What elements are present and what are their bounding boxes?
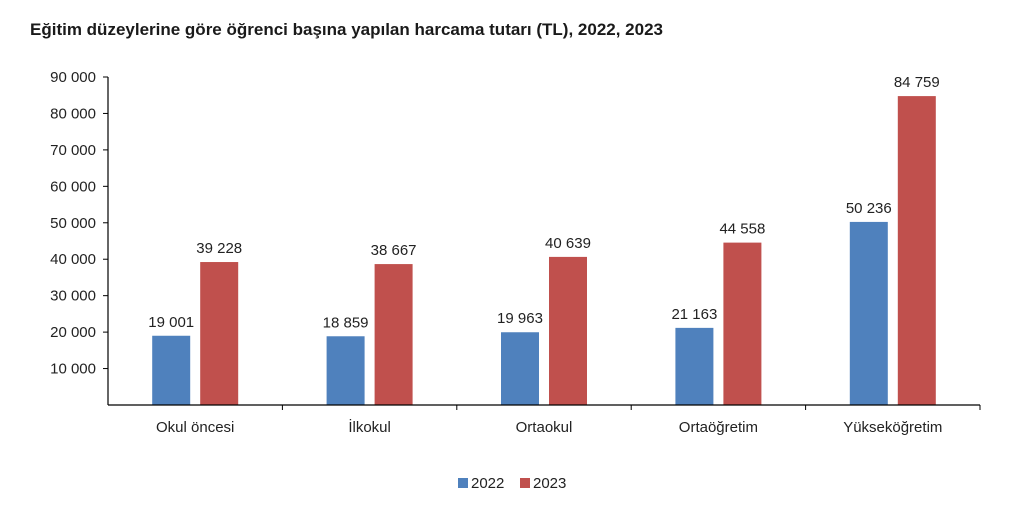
data-label: 84 759: [894, 74, 940, 91]
y-tick-label: 50 000: [50, 215, 96, 232]
data-label: 39 228: [196, 240, 242, 257]
y-tick-label: 20 000: [50, 324, 96, 341]
data-label: 38 667: [371, 242, 417, 259]
x-category-label: Ortaokul: [516, 419, 573, 436]
x-axis: Okul öncesi İlkokul Ortaokul Ortaöğretim Yük…: [108, 404, 981, 436]
legend-swatch-2023: [520, 478, 530, 488]
bar-2023-4: [897, 96, 936, 406]
x-category-label: Ortaöğretim: [679, 419, 758, 436]
y-tick-label: 70 000: [50, 142, 96, 159]
y-tick-label: 10 000: [50, 361, 96, 378]
y-tick-label: 60 000: [50, 178, 96, 195]
y-tick-label: 30 000: [50, 288, 96, 305]
legend-swatch-2022: [458, 478, 468, 488]
bar-2022-4: [849, 221, 888, 405]
data-label: 18 859: [323, 314, 369, 331]
data-label: 50 236: [846, 200, 892, 217]
data-label: 21 163: [671, 306, 717, 323]
x-category-label: İlkokul: [348, 418, 391, 436]
x-category-label: Okul öncesi: [156, 419, 234, 436]
bar-2022-3: [675, 327, 714, 405]
legend-label: 2022: [471, 475, 504, 492]
bar-2023-3: [723, 242, 762, 405]
data-label: 19 963: [497, 310, 543, 327]
bar-2023-2: [549, 256, 587, 405]
bar-2022-2: [501, 332, 539, 405]
chart-title: Eğitim düzeylerine göre öğrenci başına y…: [30, 20, 663, 39]
bars: [152, 96, 936, 406]
legend-label: 2023: [533, 475, 566, 492]
bar-2022-1: [326, 336, 365, 405]
y-tick-label: 40 000: [50, 251, 96, 268]
bar-2023-0: [200, 262, 239, 405]
y-tick-label: 90 000: [50, 69, 96, 86]
bar-2023-1: [374, 264, 413, 405]
data-label: 19 001: [148, 314, 194, 331]
legend: 2022 2023: [458, 475, 566, 492]
data-labels: 19 001 39 228 18 859 38 667 19 963 40 639 21 1…: [148, 74, 939, 331]
y-tick-label: 80 000: [50, 105, 96, 122]
y-axis: 10 000 20 000 30 000 40 000 50 000 60 000 70 0…: [50, 69, 109, 405]
data-label: 44 558: [719, 221, 765, 238]
bar-2022-0: [152, 335, 191, 405]
data-label: 40 639: [545, 235, 591, 252]
x-category-label: Yükseköğretim: [843, 419, 942, 436]
